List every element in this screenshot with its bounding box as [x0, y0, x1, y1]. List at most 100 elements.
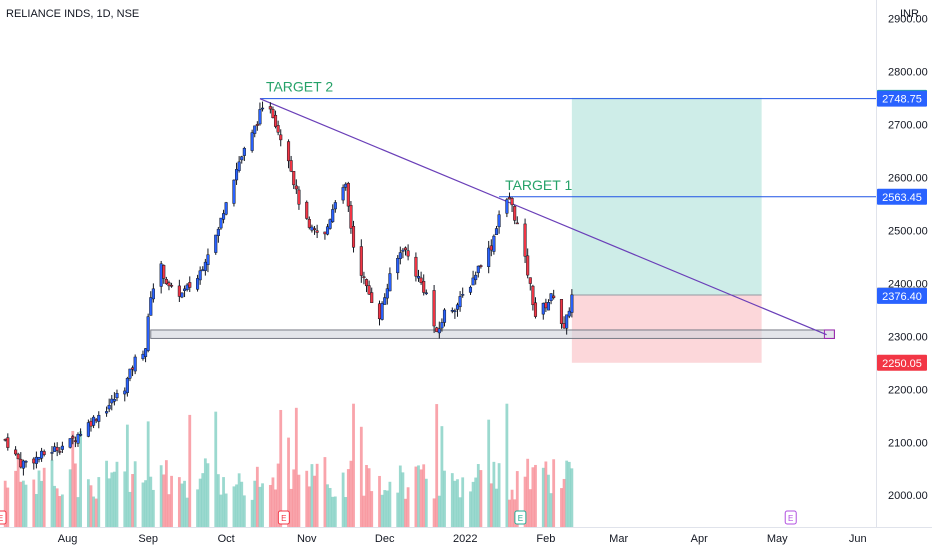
candle[interactable] [289, 160, 293, 172]
candle[interactable] [398, 252, 402, 259]
candle[interactable] [258, 109, 262, 125]
candle[interactable] [419, 277, 423, 283]
candle[interactable] [377, 303, 382, 320]
candle[interactable] [474, 274, 478, 281]
candle[interactable] [479, 265, 483, 267]
candle[interactable] [531, 285, 535, 306]
candle[interactable] [92, 416, 96, 426]
candle[interactable] [359, 246, 363, 276]
candle[interactable] [216, 228, 220, 236]
candle[interactable] [489, 245, 493, 251]
candle[interactable] [331, 209, 335, 222]
candle[interactable] [458, 296, 462, 308]
candle[interactable] [333, 202, 337, 210]
candle[interactable] [133, 356, 137, 372]
candle[interactable] [198, 270, 202, 281]
candle[interactable] [367, 285, 371, 295]
candle[interactable] [461, 294, 465, 296]
candle[interactable] [552, 295, 556, 298]
candle[interactable] [234, 169, 239, 181]
candle[interactable] [164, 279, 168, 284]
candle[interactable] [380, 303, 384, 320]
candle[interactable] [196, 278, 200, 290]
candle[interactable] [349, 205, 353, 229]
candle[interactable] [170, 285, 174, 287]
candle[interactable] [442, 309, 447, 323]
candle[interactable] [494, 228, 499, 236]
candle[interactable] [383, 297, 387, 305]
candle[interactable] [58, 451, 62, 453]
candle[interactable] [149, 297, 153, 316]
candle[interactable] [79, 433, 83, 436]
candle[interactable] [273, 114, 278, 127]
candle[interactable] [468, 286, 473, 293]
candle[interactable] [260, 107, 265, 110]
candle[interactable] [523, 223, 527, 257]
candle[interactable] [513, 206, 517, 221]
candle[interactable] [279, 134, 283, 141]
candle[interactable] [19, 458, 23, 468]
earnings-event-icon[interactable]: E [0, 510, 7, 525]
candle[interactable] [416, 275, 421, 279]
candle[interactable] [180, 292, 184, 298]
candle[interactable] [32, 458, 36, 464]
candle[interactable] [346, 183, 350, 207]
candle[interactable] [105, 411, 109, 414]
candle[interactable] [206, 254, 210, 266]
candle[interactable] [385, 288, 389, 299]
earnings-event-icon[interactable]: E [514, 510, 527, 525]
candle[interactable] [307, 219, 311, 228]
candle[interactable] [546, 302, 551, 311]
candle[interactable] [453, 310, 457, 313]
candle[interactable] [34, 456, 38, 464]
candle[interactable] [219, 217, 223, 229]
candle[interactable] [131, 367, 135, 370]
candle[interactable] [271, 109, 275, 119]
candle[interactable] [6, 437, 10, 448]
candle[interactable] [107, 404, 111, 410]
candle[interactable] [37, 457, 41, 460]
candle[interactable] [323, 231, 327, 235]
candle[interactable] [565, 314, 569, 329]
long-position-stop-zone[interactable] [571, 295, 762, 363]
candle[interactable] [435, 327, 439, 333]
candle[interactable] [151, 288, 155, 300]
candle[interactable] [50, 452, 54, 454]
candle[interactable] [115, 393, 119, 399]
candle[interactable] [315, 230, 319, 233]
candle[interactable] [144, 348, 148, 357]
candle[interactable] [432, 290, 436, 327]
candle[interactable] [123, 390, 127, 395]
candle[interactable] [487, 247, 491, 267]
candle[interactable] [559, 299, 564, 324]
candle[interactable] [424, 292, 428, 295]
candle[interactable] [406, 250, 410, 257]
candle[interactable] [294, 185, 298, 190]
candle[interactable] [42, 451, 46, 455]
candle[interactable] [492, 235, 496, 252]
candle[interactable] [401, 249, 405, 252]
candle[interactable] [328, 219, 332, 229]
candle[interactable] [276, 125, 280, 133]
candle[interactable] [362, 276, 366, 278]
candle[interactable] [141, 353, 145, 360]
earnings-event-icon[interactable]: E [277, 510, 290, 525]
candle[interactable] [159, 263, 163, 287]
candle[interactable] [183, 288, 187, 291]
candle[interactable] [24, 460, 28, 463]
candle[interactable] [533, 302, 538, 317]
candle[interactable] [250, 132, 254, 151]
candle[interactable] [567, 310, 571, 317]
candle[interactable] [476, 265, 480, 274]
candle[interactable] [396, 257, 400, 274]
candle[interactable] [549, 293, 553, 301]
candle[interactable] [305, 201, 309, 219]
candle[interactable] [544, 302, 548, 309]
candle[interactable] [76, 434, 80, 444]
candle[interactable] [414, 256, 418, 277]
candle[interactable] [541, 302, 545, 315]
candle[interactable] [162, 265, 166, 279]
candle[interactable] [112, 399, 116, 402]
candle[interactable] [60, 445, 64, 450]
candle[interactable] [53, 446, 57, 452]
